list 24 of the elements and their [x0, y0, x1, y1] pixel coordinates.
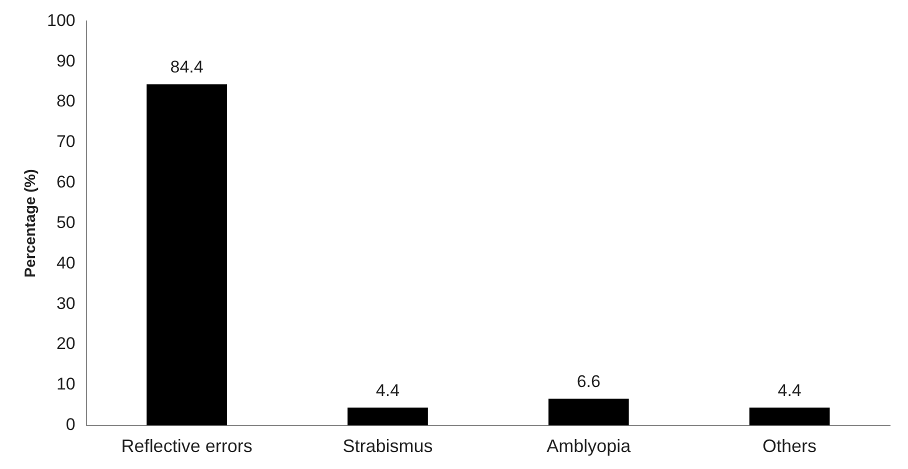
x-tick-label: Others [762, 436, 817, 456]
y-tick-label: 100 [46, 10, 76, 30]
data-label: 4.4 [778, 380, 802, 400]
y-tick-label: 20 [56, 334, 76, 354]
y-tick-label: 80 [56, 92, 76, 111]
bar [548, 398, 629, 426]
x-tick-label: Reflective errors [121, 436, 252, 456]
y-tick-label: 30 [56, 294, 76, 313]
x-tick-label: Strabismus [342, 436, 433, 456]
x-tick-label: Amblyopia [546, 436, 632, 456]
data-label: 4.4 [376, 380, 400, 400]
y-tick-label: 0 [66, 415, 76, 434]
data-label: 84.4 [170, 57, 204, 76]
y-axis-title: Percentage (%) [22, 169, 40, 278]
bar [348, 408, 428, 426]
data-label: 6.6 [576, 372, 600, 391]
y-tick-label: 90 [56, 51, 76, 70]
y-tick-label: 60 [56, 172, 76, 192]
bar [749, 408, 830, 426]
y-tick-label: 70 [56, 132, 76, 152]
y-tick-label: 10 [56, 374, 76, 394]
y-tick-label: 40 [56, 253, 76, 272]
bar [146, 84, 227, 426]
y-tick-label: 50 [56, 212, 76, 232]
